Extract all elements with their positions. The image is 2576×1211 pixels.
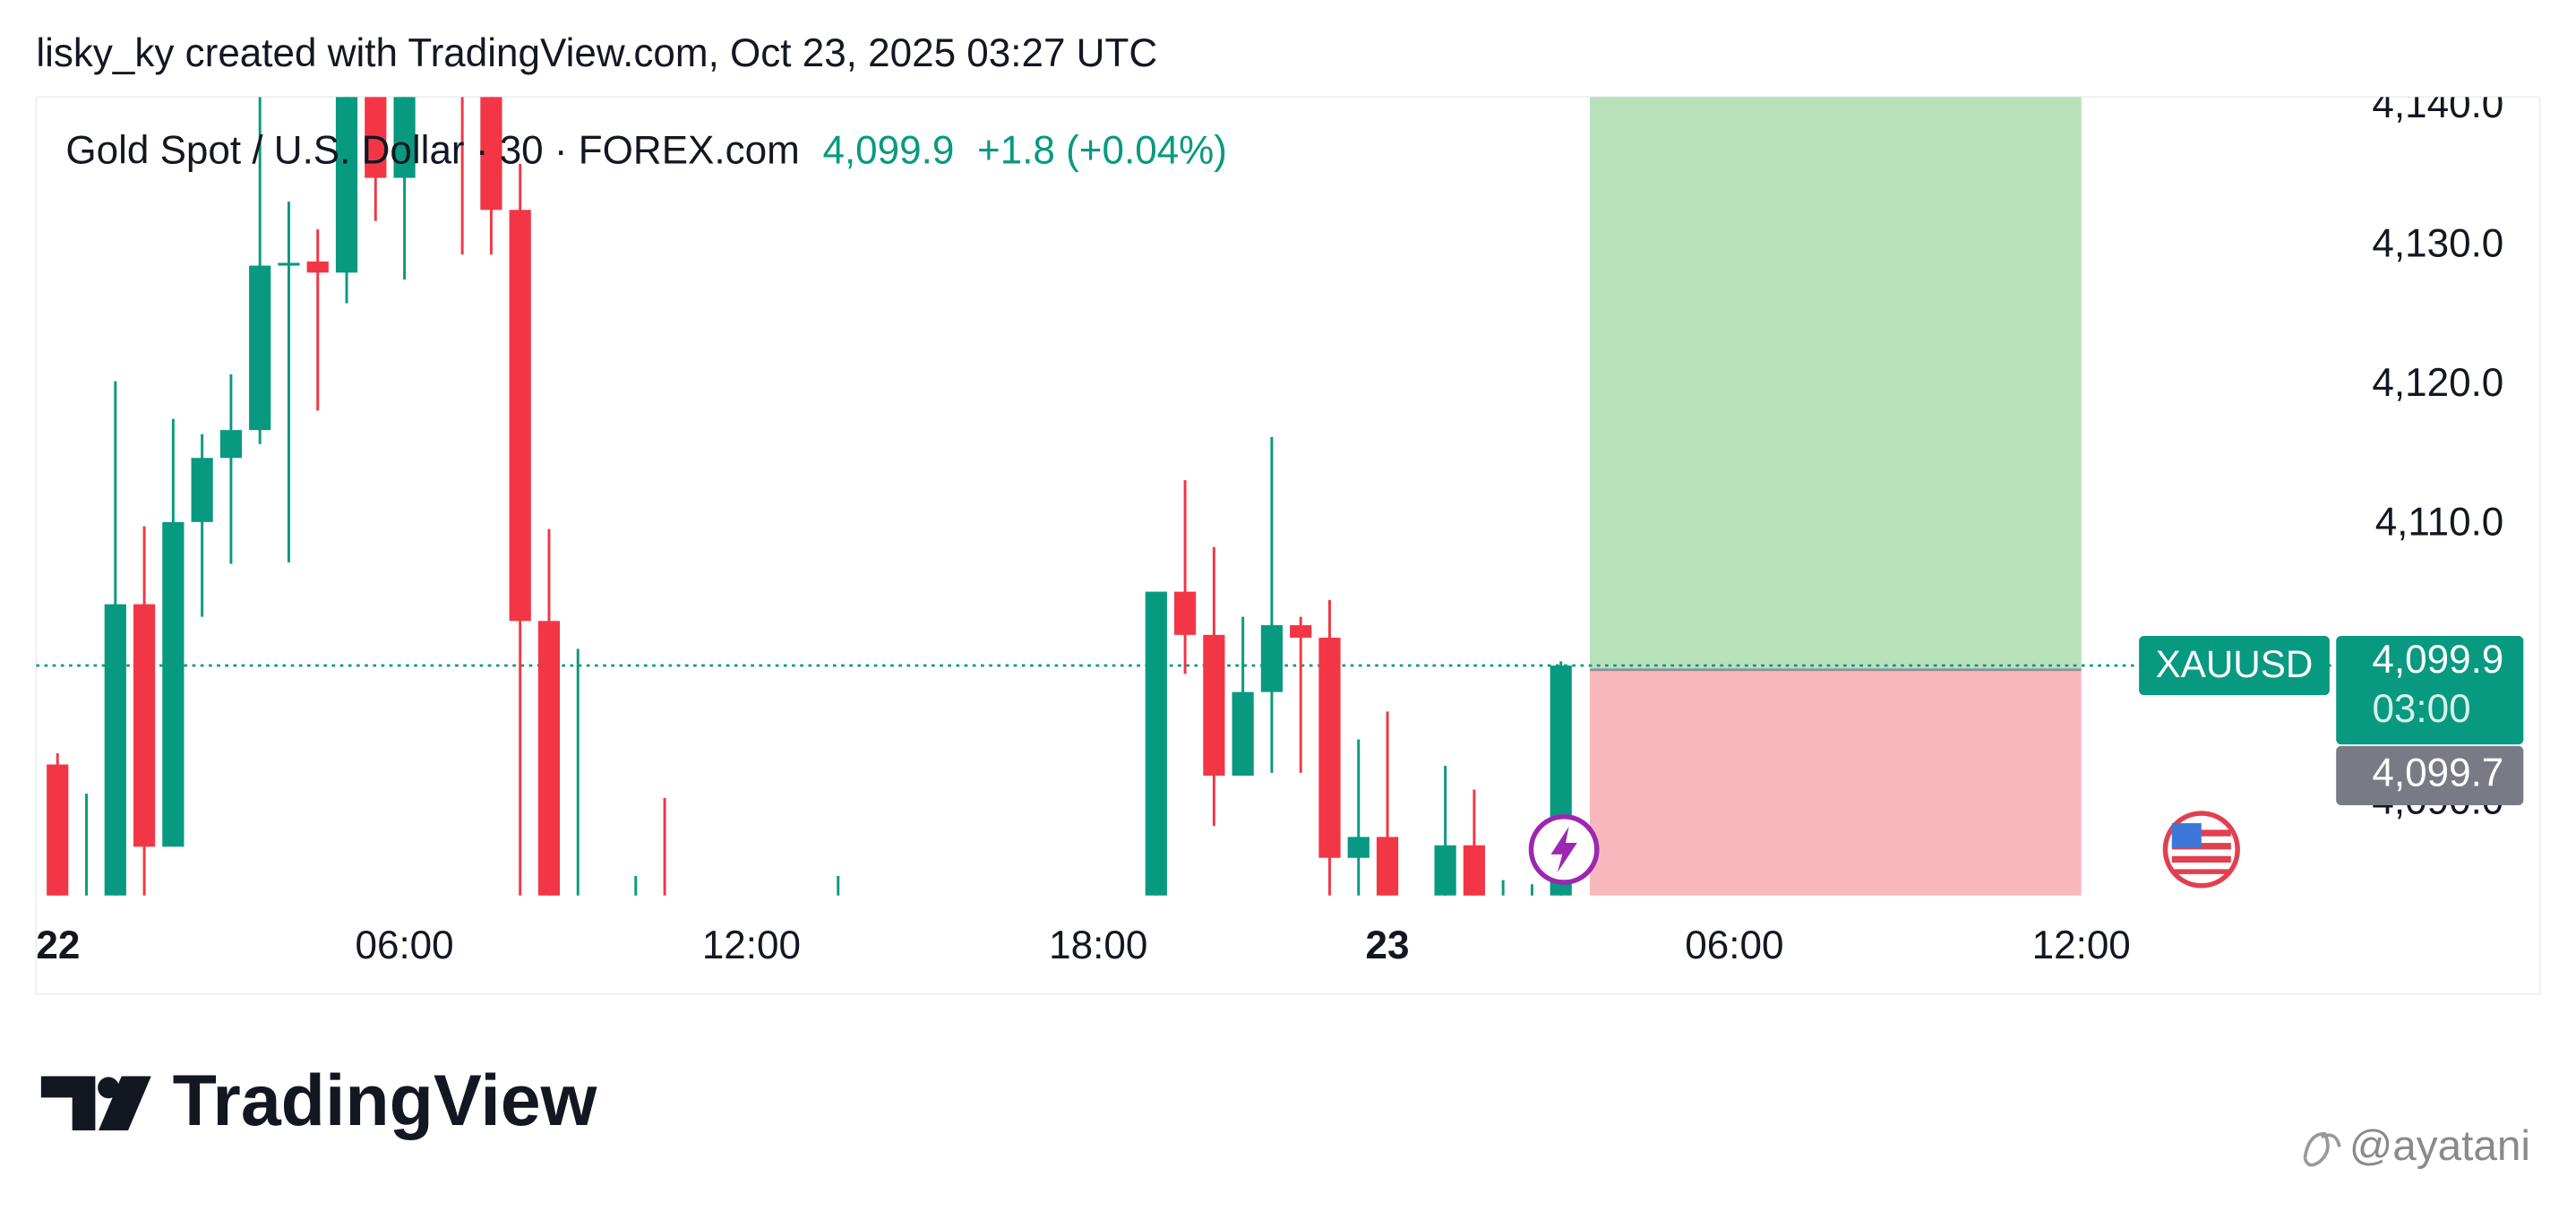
candle-body (1232, 691, 1254, 776)
candle-body (335, 97, 358, 273)
candle-body (278, 262, 300, 266)
legend-change: +1.8 (+0.04%) (977, 128, 1227, 172)
bid-label-box (2336, 745, 2524, 805)
candle-body (191, 458, 213, 522)
y-tick-label: 4,140.0 (2372, 82, 2503, 126)
flag-canton (2171, 823, 2202, 848)
logo-mark (99, 1076, 151, 1131)
candle-body (1376, 837, 1399, 896)
candle-body (365, 97, 387, 178)
candle-body (249, 265, 271, 431)
candle-body (509, 210, 531, 622)
legend-name: Gold Spot / U.S. Dollar · 30 · FOREX.com (65, 128, 799, 172)
candle-body (133, 604, 156, 847)
candle-body (47, 764, 69, 896)
candle-body (219, 430, 243, 459)
watermark: @ayatani (2303, 1122, 2530, 1170)
position-profit (1589, 97, 2082, 670)
symbol-label-box (2139, 636, 2330, 696)
candle-body (1318, 637, 1341, 858)
symbol-label: XAUUSD (2156, 643, 2314, 685)
logo-mark (98, 1077, 119, 1099)
watermark-icon (2303, 1131, 2341, 1167)
candle-body (1463, 845, 1485, 896)
candle-body (480, 97, 502, 210)
flag-stripe (2171, 855, 2231, 863)
candle-body (1434, 845, 1456, 896)
x-tick-label: 12:00 (702, 923, 801, 967)
candle-body (1290, 624, 1312, 638)
y-tick-label: 4,130.0 (2372, 221, 2503, 265)
price-label: 4,099.9 (2372, 638, 2503, 682)
candle-body (1347, 837, 1370, 858)
overlay: 22 06:00 12:00 18:00 23 06:00 12:00 XAUUSD 4,099… (36, 636, 2524, 967)
lightning (1550, 826, 1577, 873)
price-label-box (2336, 636, 2524, 745)
countdown-label: 03:00 (2372, 687, 2470, 731)
y-tick-label: 4,110.0 (2375, 501, 2504, 545)
x-tick-label: 22 (36, 923, 80, 967)
plot-area (36, 97, 2333, 896)
bid-label: 4,099.7 (2372, 752, 2503, 795)
candle-body (1203, 634, 1225, 776)
candle-body (393, 97, 416, 178)
x-tick-label: 12:00 (2032, 923, 2131, 967)
candle-body (1173, 591, 1197, 635)
candle-body (1550, 666, 1572, 896)
watermark-text: @ayatani (2349, 1122, 2530, 1170)
legend-last: 4,099.9 (822, 128, 954, 172)
y-tick-label: 4,120.0 (2372, 361, 2503, 405)
legend: Gold Spot / U.S. Dollar · 30 · FOREX.com… (65, 128, 1227, 172)
logo-mark (40, 1076, 96, 1131)
position-loss (1589, 669, 2082, 896)
x-tick-label: 06:00 (1685, 923, 1783, 967)
candle-body (104, 604, 126, 896)
x-tick-label: 23 (1366, 923, 1410, 967)
chart-frame (35, 96, 2541, 995)
candle-body (1145, 591, 1167, 896)
logo-text: TradingView (173, 1061, 597, 1141)
x-tick-label: 18:00 (1049, 923, 1147, 967)
header-text: lisky_ky created with TradingView.com, O… (36, 31, 1157, 75)
candle-body (1260, 624, 1284, 692)
event-icon[interactable] (1528, 813, 1600, 885)
country-flag[interactable] (2162, 811, 2240, 889)
x-tick-label: 06:00 (355, 923, 453, 967)
candle-body (162, 521, 185, 847)
candle-body (306, 261, 329, 273)
flag-stripe (2171, 869, 2231, 874)
logo: TradingView (40, 1061, 597, 1141)
candle-body (537, 621, 561, 896)
